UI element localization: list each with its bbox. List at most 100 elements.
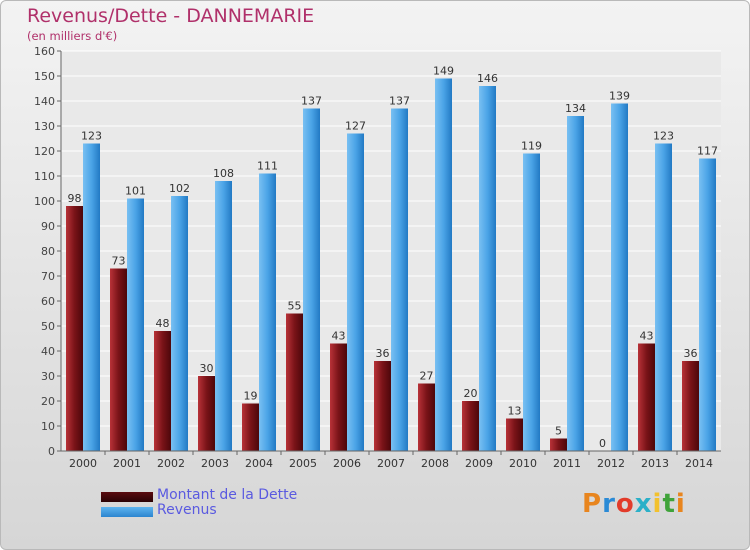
data-label-dette: 43 (332, 330, 346, 343)
data-label-dette: 48 (156, 317, 170, 330)
y-tick-label: 20 (41, 395, 55, 408)
x-tick-label: 2004 (245, 457, 273, 470)
legend-swatch-debt (101, 492, 153, 502)
bar-dette (198, 376, 215, 451)
y-tick-label: 150 (34, 70, 55, 83)
chart-subtitle: (en milliers d'€) (27, 29, 118, 43)
bar-revenus (347, 133, 364, 451)
legend-label-debt: Montant de la Dette (157, 487, 298, 503)
bar-revenus (391, 108, 408, 451)
data-label-revenus: 101 (125, 185, 146, 198)
y-tick-label: 120 (34, 145, 55, 158)
y-tick-label: 0 (48, 445, 55, 458)
bar-dette (418, 383, 435, 451)
y-tick-label: 130 (34, 120, 55, 133)
bar-revenus (127, 198, 144, 451)
bar-dette (638, 343, 655, 451)
data-label-revenus: 108 (213, 167, 234, 180)
bar-dette (286, 313, 303, 451)
data-label-dette: 30 (200, 362, 214, 375)
x-tick-label: 2013 (641, 457, 669, 470)
bar-dette (550, 438, 567, 451)
bar-revenus (215, 181, 232, 451)
y-tick-label: 30 (41, 370, 55, 383)
data-label-revenus: 111 (257, 160, 278, 173)
bar-revenus (303, 108, 320, 451)
bar-revenus (83, 143, 100, 451)
y-tick-label: 10 (41, 420, 55, 433)
x-tick-label: 2000 (69, 457, 97, 470)
bar-revenus (655, 143, 672, 451)
bar-dette (374, 361, 391, 451)
x-tick-label: 2011 (553, 457, 581, 470)
data-label-revenus: 137 (301, 95, 322, 108)
data-label-dette: 36 (684, 347, 698, 360)
bar-dette (506, 418, 523, 451)
x-tick-label: 2012 (597, 457, 625, 470)
bar-revenus (523, 153, 540, 451)
y-tick-label: 50 (41, 320, 55, 333)
bar-dette (66, 206, 83, 451)
bar-revenus (259, 173, 276, 451)
y-tick-label: 80 (41, 245, 55, 258)
y-tick-label: 100 (34, 195, 55, 208)
data-label-dette: 27 (420, 370, 434, 383)
x-tick-label: 2008 (421, 457, 449, 470)
bar-revenus (171, 196, 188, 451)
bar-dette (242, 403, 259, 451)
chart-title: Revenus/Dette - DANNEMARIE (27, 5, 315, 27)
bar-dette (154, 331, 171, 451)
bar-dette (330, 343, 347, 451)
x-tick-label: 2006 (333, 457, 361, 470)
data-label-revenus: 119 (521, 140, 542, 153)
x-tick-label: 2014 (685, 457, 713, 470)
y-tick-label: 110 (34, 170, 55, 183)
y-tick-label: 40 (41, 345, 55, 358)
data-label-revenus: 102 (169, 182, 190, 195)
data-label-revenus: 134 (565, 102, 586, 115)
y-tick-label: 90 (41, 220, 55, 233)
data-label-revenus: 139 (609, 90, 630, 103)
data-label-dette: 13 (508, 405, 522, 418)
bar-revenus (479, 86, 496, 451)
bar-dette (110, 268, 127, 451)
legend-swatch-revenus (101, 507, 153, 517)
data-label-dette: 73 (112, 255, 126, 268)
data-label-revenus: 123 (81, 130, 102, 143)
data-label-revenus: 146 (477, 72, 498, 85)
data-label-dette: 0 (599, 437, 606, 450)
proxiti-logo: Proxiti (582, 489, 686, 519)
bar-dette (462, 401, 479, 451)
data-label-dette: 20 (464, 387, 478, 400)
y-tick-label: 160 (34, 45, 55, 58)
x-tick-label: 2007 (377, 457, 405, 470)
data-label-dette: 98 (68, 192, 82, 205)
data-label-revenus: 117 (697, 145, 718, 158)
bar-revenus (611, 103, 628, 451)
data-label-dette: 43 (640, 330, 654, 343)
y-tick-label: 60 (41, 295, 55, 308)
bar-revenus (699, 158, 716, 451)
data-label-revenus: 127 (345, 120, 366, 133)
bar-revenus (567, 116, 584, 451)
y-tick-label: 140 (34, 95, 55, 108)
x-tick-label: 2009 (465, 457, 493, 470)
data-label-dette: 36 (376, 347, 390, 360)
data-label-revenus: 123 (653, 130, 674, 143)
x-tick-label: 2010 (509, 457, 537, 470)
data-label-revenus: 149 (433, 65, 454, 78)
y-tick-label: 70 (41, 270, 55, 283)
bar-revenus (435, 78, 452, 451)
legend-label-revenus: Revenus (157, 502, 217, 518)
data-label-dette: 5 (555, 425, 562, 438)
data-label-dette: 55 (288, 300, 302, 313)
x-tick-label: 2002 (157, 457, 185, 470)
x-tick-label: 2001 (113, 457, 141, 470)
bar-dette (682, 361, 699, 451)
x-tick-label: 2005 (289, 457, 317, 470)
x-tick-label: 2003 (201, 457, 229, 470)
data-label-revenus: 137 (389, 95, 410, 108)
data-label-dette: 19 (244, 390, 258, 403)
